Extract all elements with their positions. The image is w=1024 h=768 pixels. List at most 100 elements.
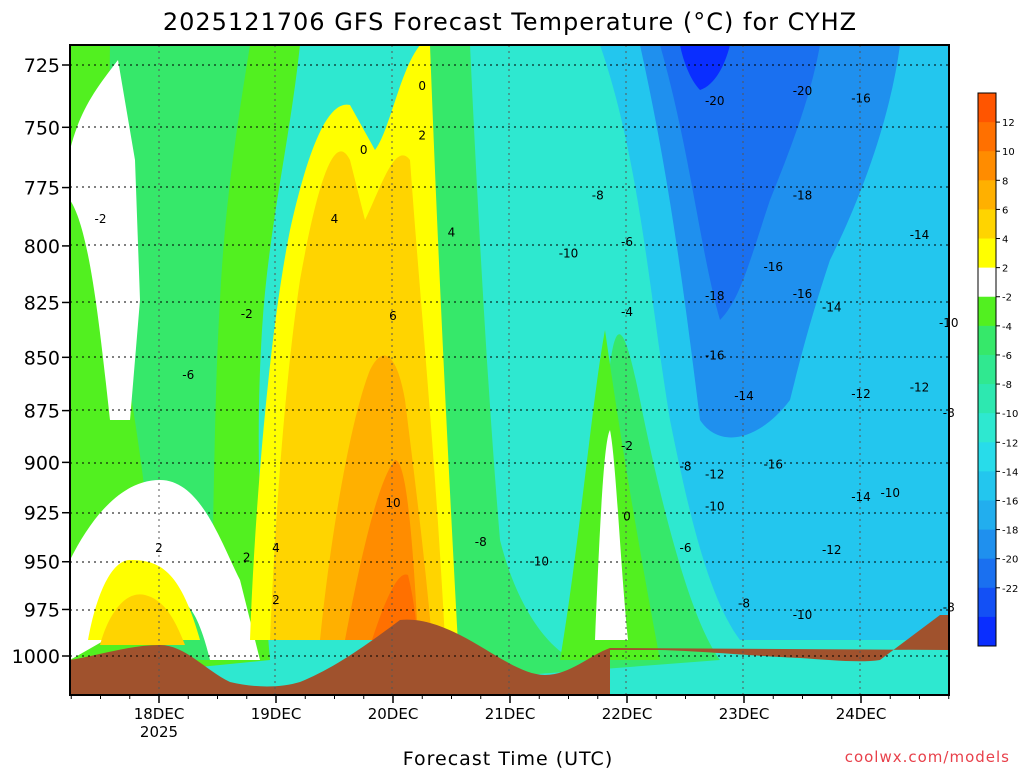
- contour-label: -8: [680, 460, 692, 474]
- colorbar-label: -4: [1002, 322, 1012, 333]
- colorbar-swatch: [978, 354, 996, 385]
- x-tick-label: 19DEC: [251, 705, 302, 723]
- colorbar-frame: [977, 92, 997, 647]
- contour-label: -16: [793, 287, 813, 301]
- contour-label: -6: [621, 235, 633, 249]
- colorbar-swatch: [978, 238, 996, 269]
- contour-label: 2: [155, 541, 163, 555]
- colorbar-swatch: [978, 587, 996, 618]
- colorbar-label: -2: [1002, 293, 1012, 304]
- contour-label: 10: [385, 496, 400, 510]
- x-axis: 18DEC 19DEC 20DEC 21DEC 22DEC 23DEC 24DEC 2025: [70, 695, 950, 741]
- colorbar-label: 2: [1002, 264, 1008, 275]
- colorbar-swatch: [978, 500, 996, 531]
- colorbar-label: -14: [1002, 467, 1018, 478]
- grid: [70, 45, 949, 695]
- colorbar-label: -16: [1002, 496, 1018, 507]
- contour-label: -2: [95, 212, 107, 226]
- colorbar-swatch: [978, 471, 996, 501]
- band-green-mid: [109, 45, 251, 660]
- contour-label: -18: [705, 289, 725, 303]
- band-blue-3: [660, 45, 820, 320]
- band-green-trough: [430, 45, 720, 680]
- contour-label: -12: [705, 468, 725, 482]
- contour-label: -6: [680, 541, 692, 555]
- colorbar-label: 12: [1002, 118, 1015, 129]
- y-tick-label: 750: [24, 117, 60, 139]
- contour-label: -16: [763, 457, 783, 471]
- band-zero-left-a: [70, 60, 140, 420]
- colorbar-swatch: [978, 442, 996, 472]
- x-tick-label: 18DEC: [134, 705, 185, 723]
- contour-label: -16: [705, 348, 725, 362]
- contour-label: 0: [418, 79, 426, 93]
- colorbar-swatch: [978, 209, 996, 240]
- x-tick-label: 21DEC: [485, 705, 536, 723]
- plot-area: [70, 45, 949, 695]
- colorbar-label: -12: [1002, 438, 1018, 449]
- contour-label: -16: [851, 92, 871, 106]
- contour-label: -10: [559, 246, 579, 260]
- colorbar-label: 8: [1002, 176, 1008, 187]
- contour-label: 2: [243, 551, 251, 565]
- contour-label: -12: [910, 381, 930, 395]
- contour-label: -8: [475, 535, 487, 549]
- contour-label: -20: [793, 84, 813, 98]
- y-tick-label: 850: [24, 347, 60, 369]
- contour-label: -4: [621, 305, 633, 319]
- y-tick-label: 900: [24, 452, 60, 474]
- contour-label: -8: [943, 600, 955, 614]
- colorbar-label: -22: [1002, 584, 1018, 595]
- band-gold-left: [100, 594, 185, 645]
- colorbar-swatch: [978, 296, 996, 327]
- contour-label: -20: [705, 94, 725, 108]
- colorbar: 12 10 8 6 4 2 -2 -4 -6 -8 -10 -12 -14 -16 -18 -20 -22: [977, 92, 1018, 647]
- contour-label: 2: [418, 129, 426, 143]
- y-tick-label: 975: [24, 599, 60, 621]
- contour-label: -10: [705, 500, 725, 514]
- contour-label: -8: [592, 188, 604, 202]
- credit-text[interactable]: coolwx.com/models: [845, 748, 1010, 766]
- colorbar-swatch: [978, 413, 996, 443]
- x-axis-label: Forecast Time (UTC): [403, 748, 613, 768]
- contour-label: -8: [738, 597, 750, 611]
- colorbar-label: -18: [1002, 526, 1018, 537]
- contour-label: -16: [763, 260, 783, 274]
- colorbar-label: -10: [1002, 409, 1018, 420]
- y-tick-label: 1000: [12, 646, 60, 668]
- contour-label: 0: [360, 143, 368, 157]
- y-tick-label: 725: [24, 55, 60, 77]
- contour-label: -6: [182, 368, 194, 382]
- y-tick-label: 950: [24, 552, 60, 574]
- colorbar-swatch: [978, 180, 996, 210]
- contour-label: -10: [793, 608, 813, 622]
- colorbar-label: -8: [1002, 380, 1012, 391]
- y-tick-label: 875: [24, 401, 60, 423]
- y-tick-label: 925: [24, 503, 60, 525]
- y-tick-label: 775: [24, 178, 60, 200]
- contour-label: -8: [943, 406, 955, 420]
- contour-label: -10: [939, 316, 959, 330]
- contour-label: -10: [880, 486, 900, 500]
- x-year-label: 2025: [140, 723, 178, 741]
- colorbar-swatch: [978, 558, 996, 589]
- x-tick-label: 23DEC: [719, 705, 770, 723]
- contour-label: -14: [851, 490, 871, 504]
- x-tick-label: 20DEC: [368, 705, 419, 723]
- contour-label: -14: [734, 389, 754, 403]
- y-tick-label: 825: [24, 292, 60, 314]
- y-axis: 725 750 775 800 825 850 875 900 925 950 975 1000: [12, 55, 70, 668]
- colorbar-swatch: [978, 122, 996, 152]
- colorbar-label: 4: [1002, 235, 1008, 246]
- colorbar-swatch: [978, 151, 996, 181]
- contour-label: -10: [529, 555, 549, 569]
- colorbar-label: 10: [1002, 147, 1015, 158]
- contour-label: -2: [621, 439, 633, 453]
- contour-label: -2: [241, 307, 253, 321]
- colorbar-swatch: [978, 267, 996, 298]
- colorbar-label: 6: [1002, 205, 1008, 216]
- y-tick-label: 800: [24, 236, 60, 258]
- colorbar-swatch: [978, 325, 996, 356]
- contour-label: 4: [331, 212, 339, 226]
- contour-label: -14: [822, 300, 842, 314]
